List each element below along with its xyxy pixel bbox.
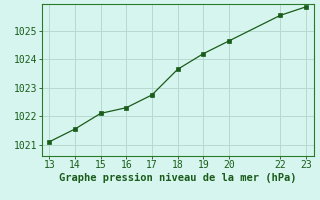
X-axis label: Graphe pression niveau de la mer (hPa): Graphe pression niveau de la mer (hPa) [59,173,296,183]
